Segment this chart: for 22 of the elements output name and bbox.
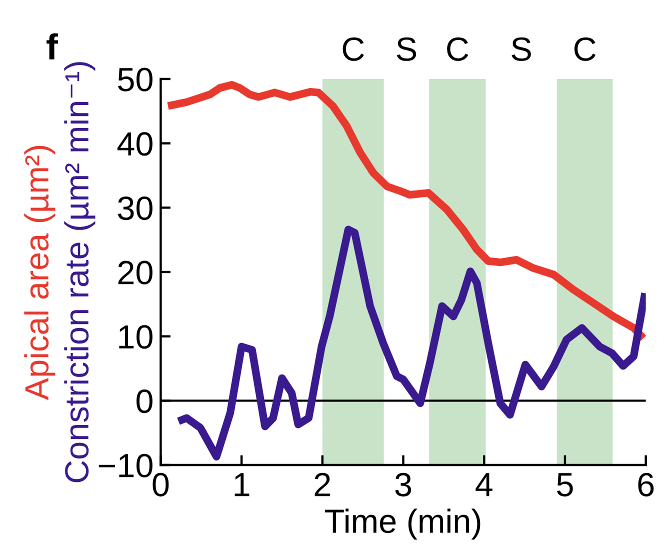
x-tick-label: 1 <box>234 473 250 496</box>
y-tick-label: 0 <box>136 389 152 414</box>
x-tick-label: 3 <box>395 472 412 496</box>
x-axis-title: Time (min) <box>325 508 480 540</box>
y-tick-label: 40 <box>117 132 152 156</box>
x-tick-label: 4 <box>476 473 492 496</box>
chart-title: f <box>46 33 58 60</box>
x-tick-label: 5 <box>557 473 573 496</box>
y-tick-label: 30 <box>118 196 152 220</box>
band-label: C <box>342 37 364 61</box>
x-tick-label: 0 <box>152 472 169 496</box>
y-tick-label: 50 <box>118 68 152 92</box>
x-tick-label: 6 <box>638 472 654 496</box>
x-tick-label: 2 <box>314 472 330 496</box>
y-axis-title: Apical area (µm²) Constriction rate (µm² min⁻¹) <box>24 62 96 482</box>
y-tick-label: −10 <box>98 454 152 478</box>
text: S <box>512 37 531 61</box>
band-label: C <box>574 37 596 61</box>
y-tick-label: 10 <box>119 325 152 349</box>
text: S <box>396 37 416 61</box>
y-tick-label: 20 <box>118 260 152 284</box>
band-label: C <box>447 37 468 61</box>
